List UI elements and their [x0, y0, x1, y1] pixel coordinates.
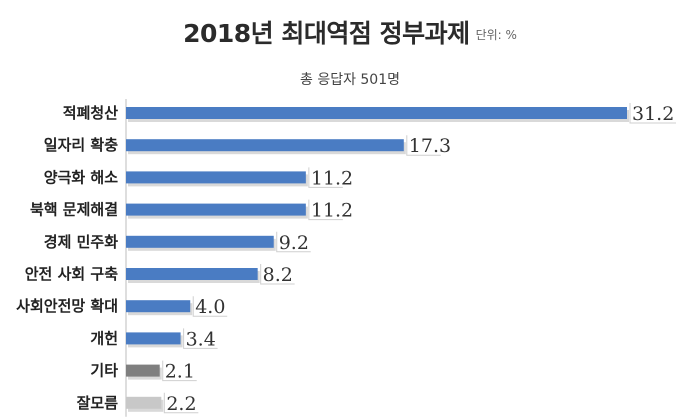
category-label: 북핵 문제해결 — [30, 201, 118, 219]
value-label: 17.3 — [409, 135, 451, 157]
category-label: 사회안전망 확대 — [16, 297, 118, 315]
category-label: 잘모름 — [77, 394, 119, 412]
value-label-frame — [162, 360, 197, 382]
bar — [126, 396, 162, 409]
value-label: 4.0 — [195, 296, 225, 318]
bar — [126, 364, 160, 377]
value-label-frame — [308, 199, 343, 221]
bar — [126, 235, 274, 248]
value-label-frame — [276, 231, 311, 253]
value-label-frame — [163, 392, 199, 414]
chart-subtitle: 총 응답자 501명 — [299, 72, 401, 88]
bar — [126, 300, 191, 313]
bar — [126, 203, 306, 216]
chart-title: 2018년 최대역점 정부과제 — [183, 19, 470, 48]
value-label-frame — [308, 167, 343, 188]
category-label: 개헌 — [90, 329, 118, 347]
value-label: 9.2 — [279, 232, 309, 254]
bar — [126, 268, 258, 280]
category-label: 안전 사회 구축 — [25, 265, 118, 283]
value-label-frame — [629, 103, 676, 124]
category-label: 양극화 해소 — [44, 168, 118, 186]
category-label: 일자리 확충 — [44, 136, 118, 154]
value-label: 2.2 — [166, 393, 196, 415]
value-label: 11.2 — [311, 200, 353, 222]
value-label: 31.2 — [632, 103, 674, 125]
value-label-frame — [192, 296, 228, 317]
category-label: 적폐청산 — [63, 104, 118, 122]
chart-title-row: 2018년 최대역점 정부과제 단위: % — [0, 14, 700, 50]
bar — [126, 107, 627, 119]
value-label: 8.2 — [263, 264, 293, 286]
bar — [126, 332, 181, 345]
value-label: 2.1 — [165, 361, 195, 383]
value-label: 11.2 — [311, 167, 353, 189]
bar — [126, 139, 404, 152]
value-label-frame — [406, 135, 441, 156]
value-label-frame — [260, 264, 295, 285]
unit-label: 단위: % — [475, 28, 517, 42]
value-label: 3.4 — [186, 328, 216, 350]
category-label: 경제 민주화 — [44, 233, 118, 251]
value-label-frame — [183, 328, 218, 349]
category-label: 기타 — [90, 362, 118, 380]
bar — [126, 171, 306, 184]
